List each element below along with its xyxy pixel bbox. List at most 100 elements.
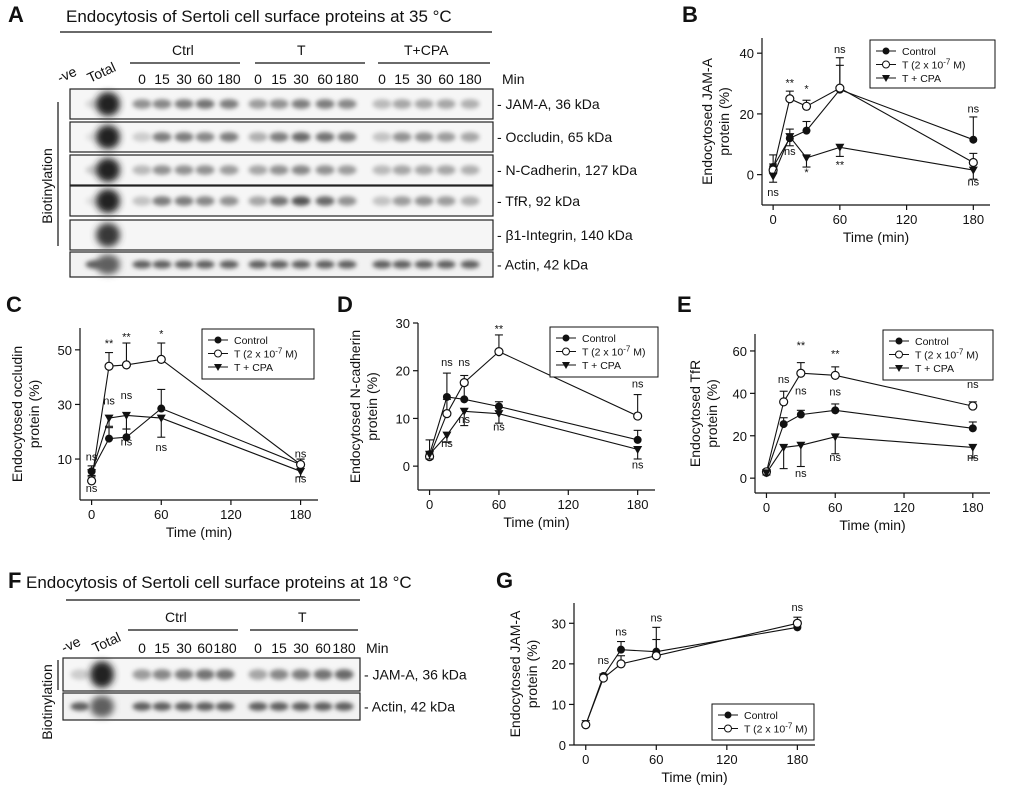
significance-label: ns	[632, 378, 644, 390]
band	[152, 260, 172, 269]
y-tick-label: 20	[733, 429, 747, 444]
band	[174, 260, 194, 269]
band	[392, 165, 412, 175]
series-open	[87, 342, 306, 486]
panel-a-group-ctrl: Ctrl	[172, 42, 194, 58]
band	[132, 165, 152, 175]
y-axis-label-line: protein (%)	[524, 640, 540, 708]
band	[248, 669, 268, 680]
significance-label: ns	[650, 612, 662, 624]
band	[460, 99, 480, 109]
y-axis-label: Endocytosed JAM-Aprotein (%)	[699, 57, 732, 184]
panel-f-group-ctrl: Ctrl	[165, 609, 187, 625]
panel-f-band-labels: - JAM-A, 36 kDa - Actin, 42 kDa	[364, 667, 467, 715]
band	[174, 702, 194, 711]
band-label-3: - TfR, 92 kDa	[497, 193, 580, 209]
panel-f-blot: F Endocytosis of Sertoli cell surface pr…	[8, 568, 467, 740]
legend-marker	[882, 60, 890, 69]
band	[460, 132, 480, 142]
band	[436, 132, 456, 142]
x-tick-label: 60	[492, 497, 506, 512]
significance-label: **	[122, 331, 131, 343]
band-total	[90, 695, 114, 718]
legend-marker	[214, 364, 222, 371]
panel-a-lane-total: Total	[85, 59, 119, 86]
y-tick-label: 40	[740, 46, 754, 61]
legend-marker	[724, 711, 732, 719]
time-label-13: 60	[438, 71, 454, 87]
series-line	[765, 409, 973, 474]
band	[195, 99, 215, 109]
band	[174, 165, 194, 175]
data-point	[830, 433, 840, 442]
time-label-11: 15	[394, 71, 410, 87]
band	[372, 132, 392, 142]
legend-label-part: T (2 x 10	[744, 724, 785, 736]
band	[291, 165, 311, 175]
legend-marker	[895, 350, 903, 359]
band	[195, 669, 215, 680]
band	[269, 196, 289, 206]
data-point	[802, 126, 811, 135]
band	[152, 702, 172, 711]
significance-label: ns	[493, 421, 505, 433]
x-tick-label: 180	[290, 507, 312, 522]
y-tick-label: 10	[396, 411, 410, 426]
band	[70, 702, 90, 711]
data-point	[968, 157, 978, 168]
y-axis-label-line: protein (%)	[716, 87, 732, 155]
time-label-7: 30	[293, 71, 309, 87]
band	[195, 132, 215, 142]
legend-frame	[711, 703, 815, 741]
panel-a-side-label: Biotinylation	[39, 148, 55, 224]
y-axis-label: Endocytosed N-cadherinprotein (%)	[347, 330, 380, 483]
band	[372, 260, 392, 269]
band	[219, 165, 239, 175]
time-label-5: 0	[254, 71, 262, 87]
y-tick-label: 0	[747, 168, 754, 183]
band	[152, 196, 172, 206]
panel-f-side-label: Biotinylation	[39, 664, 55, 740]
data-point	[785, 133, 795, 142]
band	[315, 260, 335, 269]
significance-label: ns	[632, 460, 644, 472]
y-tick-label: 60	[733, 344, 747, 359]
band	[132, 260, 152, 269]
x-axis-label: Time (min)	[503, 514, 569, 530]
legend-label: T (2 x 10-7 M)	[915, 348, 979, 362]
panel-letter-e: E	[677, 292, 692, 317]
band	[291, 702, 311, 711]
data-point	[105, 434, 114, 443]
panel-f-band-strips	[62, 657, 361, 721]
x-axis-label: Time (min)	[843, 229, 909, 245]
significance-label: ns	[121, 390, 133, 402]
data-point	[792, 618, 802, 628]
band	[219, 132, 239, 142]
data-point	[779, 397, 789, 407]
panel-letter-f: F	[8, 568, 21, 593]
significance-label: ns	[155, 442, 167, 454]
significance-label: **	[836, 160, 845, 172]
data-point	[616, 659, 626, 669]
legend-label-part: M)	[282, 349, 297, 361]
x-tick-label: 0	[763, 500, 770, 515]
time-label-14: 180	[458, 71, 482, 87]
significance-label: **	[831, 348, 840, 360]
band	[174, 132, 194, 142]
significance-label: ns	[103, 395, 115, 407]
band-label-4: - β1-Integrin, 140 kDa	[497, 227, 633, 243]
band	[195, 165, 215, 175]
x-axis-label: Time (min)	[839, 517, 905, 533]
x-tick-label: 0	[770, 212, 777, 227]
significance-label: *	[804, 167, 809, 179]
legend-label-part: T (2 x 10	[915, 350, 956, 362]
time-label-6: 15	[271, 71, 287, 87]
y-tick-label: 0	[559, 738, 566, 753]
series-tri	[425, 407, 643, 460]
band	[219, 260, 239, 269]
legend-label: T (2 x 10-7 M)	[902, 58, 966, 72]
data-point	[425, 450, 435, 459]
